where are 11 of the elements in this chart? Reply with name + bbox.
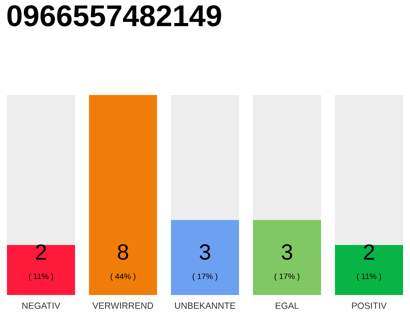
chart-title: 0966557482149 [7,5,222,26]
x-tick-label: UNBEKANNTE [175,302,236,309]
data-label: 3 [200,244,210,260]
data-label: 3 [282,244,292,260]
data-label: 2 [364,244,374,260]
x-tick-label: POSITIV [352,302,387,309]
x-tick-label: VERWIRREND [92,302,154,309]
x-tick-label: EGAL [276,302,299,309]
data-label: 8 [118,244,128,260]
x-tick-label: NEGATIV [22,302,60,309]
data-label: 2 [36,244,46,260]
